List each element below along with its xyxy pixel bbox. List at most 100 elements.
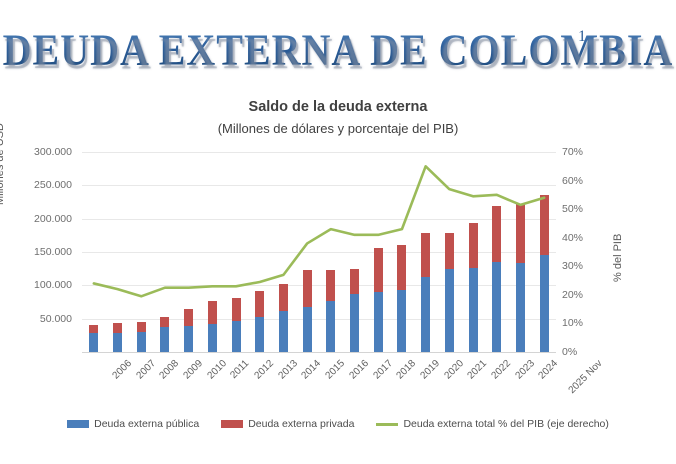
bar-segment-private-debt[interactable] (207, 300, 217, 324)
gridline (82, 152, 556, 153)
y-axis-right-tick-label: 40% (562, 231, 584, 244)
bar-group[interactable] (468, 152, 478, 352)
bar-segment-private-debt[interactable] (136, 321, 146, 333)
y-axis-left-tick-label: 150.000 (34, 246, 72, 258)
x-axis-tick-label: 2019 (418, 358, 442, 382)
bar-segment-public-debt[interactable] (492, 262, 502, 352)
bar-segment-private-debt[interactable] (421, 233, 431, 278)
legend-item[interactable]: Deuda externa privada (221, 418, 354, 430)
bar-segment-private-debt[interactable] (326, 270, 336, 301)
wordart-title: DEUDA EXTERNA DE COLOMBIA (2, 24, 674, 75)
x-axis-tick-label: 2020 (442, 358, 466, 382)
bar-group[interactable] (136, 152, 146, 352)
bar-group[interactable] (350, 152, 360, 352)
x-axis-tick-label: 2008 (157, 358, 182, 382)
bar-segment-public-debt[interactable] (160, 327, 170, 352)
bar-group[interactable] (302, 152, 312, 352)
wordart-title-shadow: DEUDA EXTERNA DE COLOMBIA (2, 27, 676, 80)
bar-segment-private-debt[interactable] (184, 309, 194, 326)
bar-segment-private-debt[interactable] (160, 317, 170, 328)
legend-item[interactable]: Deuda externa pública (67, 418, 199, 430)
legend-swatch-icon (221, 420, 244, 428)
y-axis-right-tick-label: 60% (562, 174, 584, 187)
bar-segment-private-debt[interactable] (539, 194, 549, 256)
bar-group[interactable] (278, 152, 288, 352)
bar-segment-private-debt[interactable] (444, 233, 454, 269)
bar-segment-public-debt[interactable] (136, 332, 146, 352)
bar-group[interactable] (492, 152, 502, 352)
bar-group[interactable] (160, 152, 170, 352)
bar-group[interactable] (231, 152, 241, 352)
y-axis-title-right: % del PIB (612, 233, 624, 282)
bar-segment-public-debt[interactable] (231, 320, 241, 352)
chart-subtitle: (Millones de dólares y porcentaje del PI… (217, 121, 459, 136)
line-series-layer (92, 164, 546, 298)
bar-group[interactable] (539, 152, 549, 352)
y-axis-right-tick-label: 30% (562, 260, 584, 273)
bar-group[interactable] (421, 152, 431, 352)
bar-group[interactable] (113, 152, 123, 352)
bar-segment-public-debt[interactable] (421, 277, 431, 352)
bar-group[interactable] (444, 152, 454, 352)
bar-segment-public-debt[interactable] (373, 292, 383, 352)
bar-group[interactable] (184, 152, 194, 352)
gridline (82, 252, 556, 253)
bar-group[interactable] (255, 152, 265, 352)
x-axis-tick-label: 2024 (536, 358, 561, 382)
bar-segment-public-debt[interactable] (302, 307, 312, 352)
x-axis-tick-label: 2014 (299, 358, 324, 382)
legend-item[interactable]: Deuda externa total % del PIB (eje derec… (376, 418, 609, 430)
bar-group[interactable] (373, 152, 383, 352)
x-axis-baseline (82, 352, 556, 353)
bar-segment-private-debt[interactable] (113, 323, 123, 333)
bar-segment-private-debt[interactable] (350, 269, 360, 294)
x-axis-tick-label: 2023 (513, 358, 537, 382)
legend-swatch-icon (67, 420, 90, 428)
bar-segment-public-debt[interactable] (278, 310, 288, 352)
bar-segment-public-debt[interactable] (207, 323, 217, 352)
footnote-marker: 1 (578, 28, 586, 45)
bar-segment-private-debt[interactable] (278, 284, 288, 311)
bar-segment-public-debt[interactable] (89, 333, 99, 352)
bar-segment-private-debt[interactable] (89, 325, 99, 334)
bar-segment-public-debt[interactable] (444, 268, 454, 352)
x-axis-tick-label: 2018 (394, 358, 419, 382)
bar-segment-public-debt[interactable] (397, 290, 407, 352)
bar-segment-public-debt[interactable] (255, 317, 265, 352)
gridline (82, 318, 556, 320)
legend-label: Deuda externa pública (94, 418, 200, 430)
bar-segment-private-debt[interactable] (492, 206, 502, 262)
bar-segment-private-debt[interactable] (515, 204, 525, 264)
bar-segment-private-debt[interactable] (255, 290, 265, 317)
bar-segment-private-debt[interactable] (397, 244, 407, 290)
legend-swatch-icon (376, 422, 399, 426)
y-axis-left-tick-label: 50.000 (39, 312, 72, 325)
chart-legend: Deuda externa pública Deuda externa priva… (0, 418, 676, 430)
gridline (82, 185, 556, 187)
bar-group[interactable] (207, 152, 217, 352)
y-axis-left-tick-label: 200.000 (34, 212, 72, 225)
bar-group[interactable] (89, 152, 99, 352)
bar-group[interactable] (326, 152, 336, 352)
bar-group[interactable] (515, 152, 525, 352)
bar-segment-public-debt[interactable] (350, 294, 360, 352)
legend-label: Deuda externa privada (248, 418, 355, 430)
bar-group[interactable] (397, 152, 407, 352)
y-axis-right-tick-label: 10% (562, 317, 584, 330)
bar-segment-public-debt[interactable] (468, 268, 478, 352)
bar-segment-public-debt[interactable] (539, 255, 549, 352)
bar-segment-private-debt[interactable] (468, 223, 478, 269)
x-axis-tick-label: 2015 (323, 358, 348, 382)
bar-segment-private-debt[interactable] (231, 298, 241, 321)
bar-segment-public-debt[interactable] (326, 300, 336, 352)
gridline (82, 285, 556, 287)
x-axis-tick-label: 2013 (276, 358, 300, 382)
bar-segment-public-debt[interactable] (515, 263, 525, 352)
bar-segment-public-debt[interactable] (113, 332, 123, 352)
chart-title: Saldo de la deuda externa (248, 99, 428, 115)
bar-segment-public-debt[interactable] (184, 325, 194, 352)
x-axis-tick-label: 2012 (252, 358, 277, 382)
bar-segment-private-debt[interactable] (373, 248, 383, 293)
x-axis-tick-label: 2007 (134, 358, 158, 382)
bar-segment-private-debt[interactable] (302, 270, 312, 308)
